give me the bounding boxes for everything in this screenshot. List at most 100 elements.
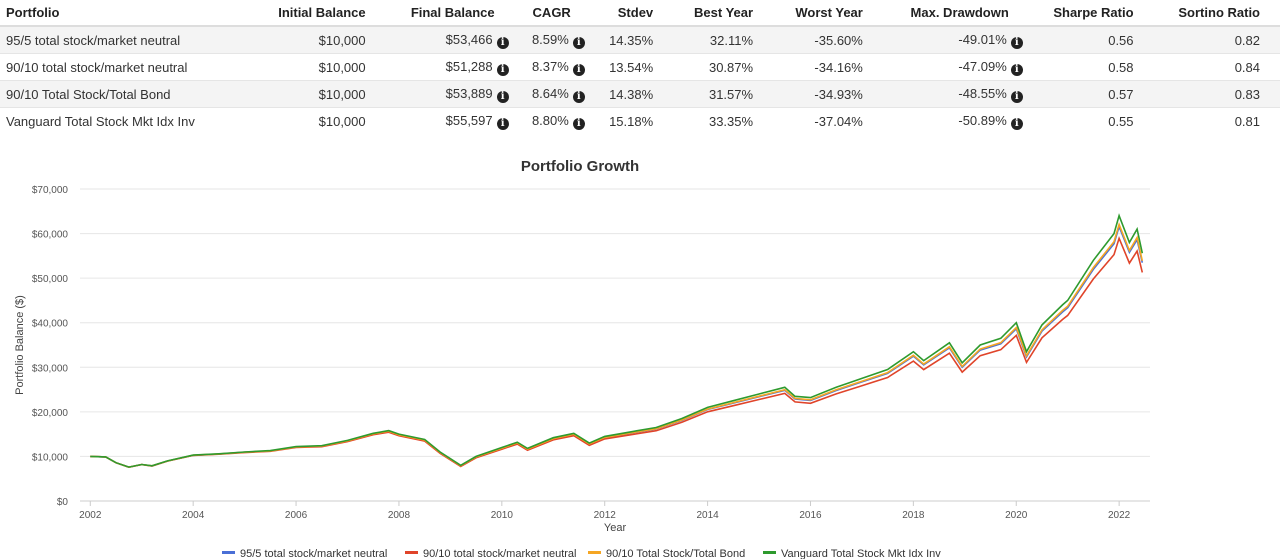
info-circle-icon[interactable]: i (1010, 63, 1023, 76)
info-circle-icon[interactable]: i (496, 36, 509, 49)
cell-value: -48.55% (958, 85, 1007, 101)
cell-value: -37.04% (814, 113, 863, 129)
table-cell: Vanguard Total Stock Mkt Idx Inv (0, 107, 253, 134)
y-tick-label: $30,000 (32, 363, 69, 374)
series-line-0[interactable] (90, 224, 1144, 469)
table-cell: 30.87% (673, 53, 774, 81)
column-header[interactable]: Portfolio (0, 0, 253, 27)
x-tick-label: 2018 (902, 510, 925, 521)
series-line-2[interactable] (90, 221, 1144, 469)
table-cell: 0.82 (1153, 25, 1280, 54)
table-cell: -37.04% (773, 107, 883, 134)
cell-value: 30.87% (708, 59, 754, 75)
table-cell: 15.18% (590, 107, 674, 134)
x-tick-label: 2020 (1005, 510, 1028, 521)
column-header[interactable]: CAGR (514, 0, 591, 27)
y-axis-label: Portfolio Balance ($) (14, 295, 26, 395)
cell-value: -34.93% (814, 86, 863, 102)
legend-item[interactable]: 90/10 total stock/market neutral (423, 548, 576, 559)
table-cell: -34.16% (773, 53, 883, 81)
table-header-row: Portfolio Initial Balance Final Balance CAG… (0, 0, 1280, 27)
table-cell: $55,597 i (385, 107, 515, 134)
cell-value: 0.84 (1234, 59, 1260, 75)
x-tick-label: 2004 (182, 510, 205, 521)
y-tick-label: $60,000 (32, 230, 69, 241)
cell-value: $10,000 (318, 32, 366, 48)
info-circle-icon[interactable]: i (572, 63, 585, 76)
x-tick-label: 2016 (799, 510, 822, 521)
y-tick-label: $10,000 (32, 452, 69, 463)
x-tick-label: 2012 (594, 510, 617, 521)
table-cell: 14.38% (590, 80, 674, 108)
column-header[interactable]: Worst Year (773, 0, 883, 27)
column-header[interactable]: Stdev (590, 0, 674, 27)
cell-value: 14.35% (609, 32, 654, 48)
table-row: 95/5 total stock/market neutral $10,000 $5… (0, 25, 1280, 54)
table-cell: 8.64% i (514, 80, 591, 108)
x-tick-label: 2010 (491, 510, 514, 521)
info-circle-icon[interactable]: i (1010, 117, 1023, 130)
cell-value: $10,000 (318, 113, 366, 129)
column-header[interactable]: Sortino Ratio (1153, 0, 1280, 27)
cell-value: Vanguard Total Stock Mkt Idx Inv (6, 113, 195, 129)
y-tick-label: $50,000 (32, 274, 69, 285)
column-header[interactable]: Sharpe Ratio (1028, 0, 1154, 27)
series-line-1[interactable] (90, 235, 1144, 469)
info-circle-icon[interactable]: i (572, 90, 585, 103)
table-row: 90/10 total stock/market neutral $10,000 $… (0, 53, 1280, 81)
table-cell: 0.58 (1028, 53, 1154, 81)
table-cell: 8.80% i (514, 107, 591, 134)
cell-value: $51,288 (445, 58, 493, 74)
info-circle-icon[interactable]: i (496, 90, 509, 103)
column-header[interactable]: Final Balance (385, 0, 515, 27)
cell-value: $55,597 (445, 112, 493, 128)
table-cell: $51,288 i (385, 53, 515, 81)
chart-title: Portfolio Growth (521, 158, 639, 175)
x-tick-label: 2002 (79, 510, 102, 521)
cell-value: 8.64% (531, 85, 569, 101)
cell-value: $53,466 (445, 31, 493, 47)
info-circle-icon[interactable]: i (1010, 90, 1023, 103)
info-circle-icon[interactable]: i (496, 63, 509, 76)
table-cell: 8.37% i (514, 53, 591, 81)
info-circle-icon[interactable]: i (572, 117, 585, 130)
cell-value: 90/10 Total Stock/Total Bond (6, 86, 171, 102)
table-cell: 0.57 (1028, 80, 1154, 108)
legend-swatch (588, 551, 601, 554)
cell-value: $53,889 (445, 85, 493, 101)
cell-value: 0.82 (1234, 32, 1260, 48)
legend-item[interactable]: Vanguard Total Stock Mkt Idx Inv (781, 548, 941, 559)
legend-item[interactable]: 95/5 total stock/market neutral (240, 548, 387, 559)
table-row: Vanguard Total Stock Mkt Idx Inv $10,000 $… (0, 107, 1280, 134)
cell-value: 8.59% (531, 31, 569, 47)
series-line-3[interactable] (90, 213, 1144, 468)
table-cell: $10,000 (252, 53, 386, 81)
cell-value: 90/10 total stock/market neutral (6, 59, 188, 75)
table-cell: $10,000 (252, 80, 386, 108)
column-header[interactable]: Best Year (673, 0, 774, 27)
cell-value: 8.37% (531, 58, 569, 74)
table-cell: $10,000 (252, 107, 386, 134)
cell-value: 0.58 (1108, 59, 1134, 75)
column-header[interactable]: Max. Drawdown (882, 0, 1029, 27)
table-cell: 33.35% (673, 107, 774, 134)
info-circle-icon[interactable]: i (1010, 36, 1023, 49)
cell-value: 0.83 (1234, 86, 1260, 102)
column-header[interactable]: Initial Balance (252, 0, 386, 27)
legend-item[interactable]: 90/10 Total Stock/Total Bond (606, 548, 745, 559)
table-cell: 32.11% (673, 25, 774, 54)
info-circle-icon[interactable]: i (496, 117, 509, 130)
legend-swatch (763, 551, 776, 554)
y-tick-label: $70,000 (32, 185, 69, 196)
x-tick-label: 2006 (285, 510, 308, 521)
cell-value: 31.57% (708, 86, 754, 102)
legend-swatch (405, 551, 418, 554)
table-cell: 31.57% (673, 80, 774, 108)
info-circle-icon[interactable]: i (572, 36, 585, 49)
cell-value: 0.57 (1108, 86, 1134, 102)
cell-value: 0.81 (1234, 113, 1260, 129)
portfolio-growth-chart: Portfolio Growth Portfolio Balance ($) Y… (14, 158, 1150, 559)
legend-swatch (222, 551, 235, 554)
table-cell: $53,466 i (385, 25, 515, 54)
table-cell: $53,889 i (385, 80, 515, 108)
